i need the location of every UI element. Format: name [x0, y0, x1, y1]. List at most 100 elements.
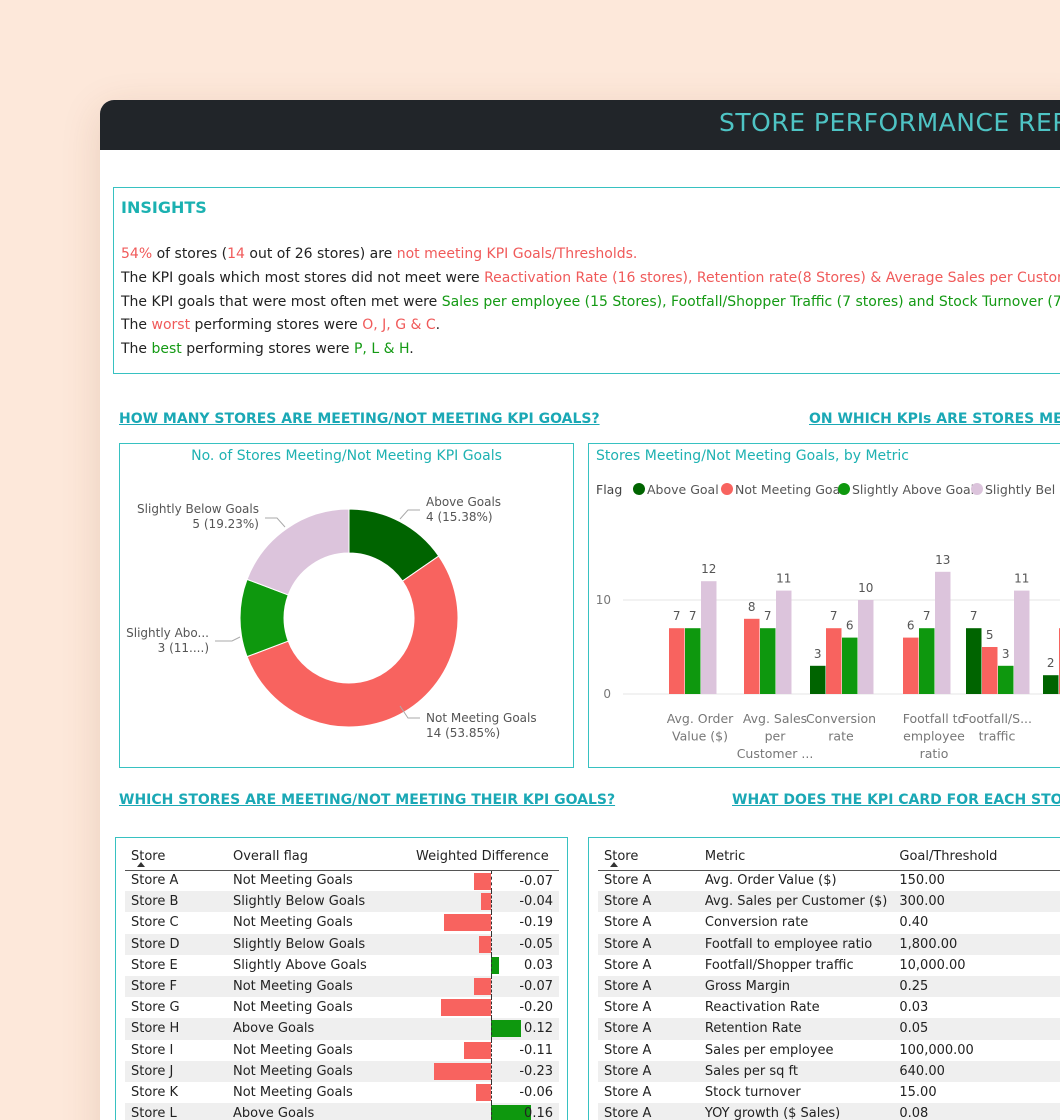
bar-data-label: 7 [923, 609, 931, 623]
actual-cell [1055, 955, 1060, 976]
donut-label-value: 3 (11....) [158, 641, 209, 655]
weighted-difference-bar [473, 872, 491, 890]
bar-not-meeting-goal[interactable] [826, 628, 842, 694]
legend-title: Flag [596, 482, 622, 497]
bar-slightly-above-goal[interactable] [919, 628, 935, 694]
legend-item: Not Meeting Goal [735, 482, 844, 497]
bar-above-goal[interactable] [810, 665, 826, 694]
donut-slice-not-meeting-goals[interactable] [246, 555, 459, 728]
weighted-difference-value: 0.03 [524, 957, 553, 973]
bar-data-label: 3 [1002, 647, 1010, 661]
goal-threshold-cell: 300.00 [893, 891, 1056, 913]
bar-slightly-above-goal[interactable] [760, 628, 776, 694]
table-row[interactable]: Store B Slightly Below Goals -0.04 [125, 891, 559, 913]
section-heading-kpi-metrics: ON WHICH KPIs ARE STORES MEETI [809, 411, 1060, 427]
table-row[interactable]: Store A YOY growth ($ Sales) 0.08 [598, 1103, 1060, 1120]
table-row[interactable]: Store A Reactivation Rate 0.03 [598, 997, 1060, 1018]
zero-axis-line [491, 1103, 492, 1120]
zero-axis-line [491, 891, 492, 913]
overall-flag-cell: Slightly Below Goals [227, 891, 410, 913]
bar-above-goal[interactable] [966, 628, 982, 694]
bar-slightly-above-goal[interactable] [998, 665, 1014, 694]
weighted-difference-cell: 0.12 [410, 1018, 559, 1040]
bar-not-meeting-goal[interactable] [982, 647, 998, 694]
table-row[interactable]: Store D Slightly Below Goals -0.05 [125, 933, 559, 955]
table-row[interactable]: Store A Avg. Order Value ($) 150.00 [598, 870, 1060, 891]
table-row[interactable]: Store A Gross Margin 0.25 [598, 975, 1060, 998]
bar-data-label: 7 [830, 609, 838, 623]
legend-item: Above Goal [647, 482, 719, 497]
bar-chart-title: Stores Meeting/Not Meeting Goals, by Met… [596, 448, 910, 464]
col-header-metric[interactable]: Metric [698, 840, 894, 871]
table-row[interactable]: Store K Not Meeting Goals -0.06 [125, 1081, 559, 1104]
store-cell: Store E [131, 957, 178, 973]
table-row[interactable]: Store F Not Meeting Goals -0.07 [125, 975, 559, 998]
bar-not-meeting-goal[interactable] [744, 618, 760, 694]
insights-heading: INSIGHTS [121, 198, 207, 217]
kpi-table-panel: Store Metric Goal/Threshold A Store AAvg… [588, 837, 1060, 1120]
legend-marker [971, 483, 983, 495]
insight-line-3: The KPI goals that were most often met w… [121, 294, 1060, 310]
bar-not-meeting-goal[interactable] [669, 628, 685, 694]
title-bar: STORE PERFORMANCE REPOR [100, 100, 1060, 150]
x-category-label: Footfall to [903, 711, 965, 726]
insight-text: The KPI goals which most stores did not … [121, 270, 485, 286]
table-row[interactable]: Store A Footfall/Shopper traffic 10,000.00 [598, 955, 1060, 976]
bar-chart: Flag Above Goal Not Meeting Goal Slightly A… [596, 482, 1060, 761]
table-row[interactable]: Store L Above Goals 0.16 [125, 1103, 559, 1120]
table-row[interactable]: Store G Not Meeting Goals -0.20 [125, 997, 559, 1019]
table-row[interactable]: Store C Not Meeting Goals -0.19 [125, 912, 559, 934]
bar-slightly-above-goal[interactable] [842, 637, 858, 694]
bar-not-meeting-goal[interactable] [903, 637, 919, 694]
bar-slightly-bel[interactable] [701, 581, 717, 694]
table-row[interactable]: Store A Not Meeting Goals -0.07 [125, 870, 559, 892]
store-cell: Store A [598, 891, 699, 913]
donut-chart-title: No. of Stores Meeting/Not Meeting KPI Go… [191, 448, 502, 464]
zero-axis-line [491, 870, 492, 892]
table-row[interactable]: Store A Retention Rate 0.05 [598, 1018, 1060, 1040]
metric-cell: Retention Rate [698, 1018, 894, 1040]
table-row[interactable]: Store A Sales per employee 100,000.00 [598, 1040, 1060, 1061]
x-category-label: employee [903, 729, 965, 744]
insight-pct: 54% [121, 246, 153, 262]
bar-above-goal[interactable] [1043, 675, 1059, 694]
col-header-store[interactable]: Store [125, 840, 227, 871]
metric-cell: Stock turnover [704, 1084, 801, 1100]
table-row[interactable]: Store A Sales per sq ft 640.00 [598, 1060, 1060, 1082]
zero-axis-line [491, 1081, 492, 1104]
bar-slightly-bel[interactable] [858, 600, 874, 694]
weighted-difference-cell: -0.07 [410, 870, 559, 892]
overall-flag-cell: Not Meeting Goals [233, 873, 353, 889]
table-row[interactable]: Store A Footfall to employee ratio 1,800.0… [598, 933, 1060, 955]
table-row[interactable]: Store A Avg. Sales per Customer ($) 300.00 [598, 891, 1060, 913]
weighted-difference-cell: 0.03 [410, 954, 559, 976]
col-header-actual[interactable]: A [1055, 840, 1060, 871]
col-header-weighted-difference[interactable]: Weighted Difference [410, 840, 559, 871]
table-row[interactable]: Store J Not Meeting Goals -0.23 [125, 1060, 559, 1082]
bar-slightly-bel[interactable] [1014, 590, 1030, 694]
bar-data-label: 2 [1047, 656, 1055, 670]
stores-table: Store Overall flag Weighted Difference S… [125, 840, 559, 1120]
bar-slightly-bel[interactable] [776, 590, 792, 694]
table-row[interactable]: Store E Slightly Above Goals 0.03 [125, 954, 559, 976]
table-row[interactable]: Store A Stock turnover 15.00 [598, 1082, 1060, 1103]
table-row[interactable]: Store I Not Meeting Goals -0.11 [125, 1039, 559, 1061]
table-row[interactable]: Store A Conversion rate 0.40 [598, 912, 1060, 933]
store-cell: Store A [598, 1103, 699, 1120]
overall-flag-cell: Slightly Below Goals [227, 933, 410, 955]
weighted-difference-bar [491, 1105, 531, 1120]
overall-flag-cell: Above Goals [227, 1103, 410, 1120]
insight-text: The [121, 317, 152, 333]
weighted-difference-bar [441, 999, 491, 1017]
metric-cell: Reactivation Rate [704, 1000, 820, 1016]
bar-slightly-bel[interactable] [935, 571, 951, 694]
donut-slice-slightly-below-goals[interactable] [246, 508, 350, 596]
goal-threshold-cell: 15.00 [899, 1084, 937, 1100]
weighted-difference-cell: 0.16 [410, 1103, 559, 1120]
col-header-store[interactable]: Store [598, 840, 699, 871]
col-header-overall-flag[interactable]: Overall flag [227, 840, 410, 871]
table-row[interactable]: Store H Above Goals 0.12 [125, 1018, 559, 1040]
bar-slightly-above-goal[interactable] [685, 628, 701, 694]
sort-ascending-icon [137, 862, 145, 867]
col-header-goal-threshold[interactable]: Goal/Threshold [893, 840, 1056, 871]
